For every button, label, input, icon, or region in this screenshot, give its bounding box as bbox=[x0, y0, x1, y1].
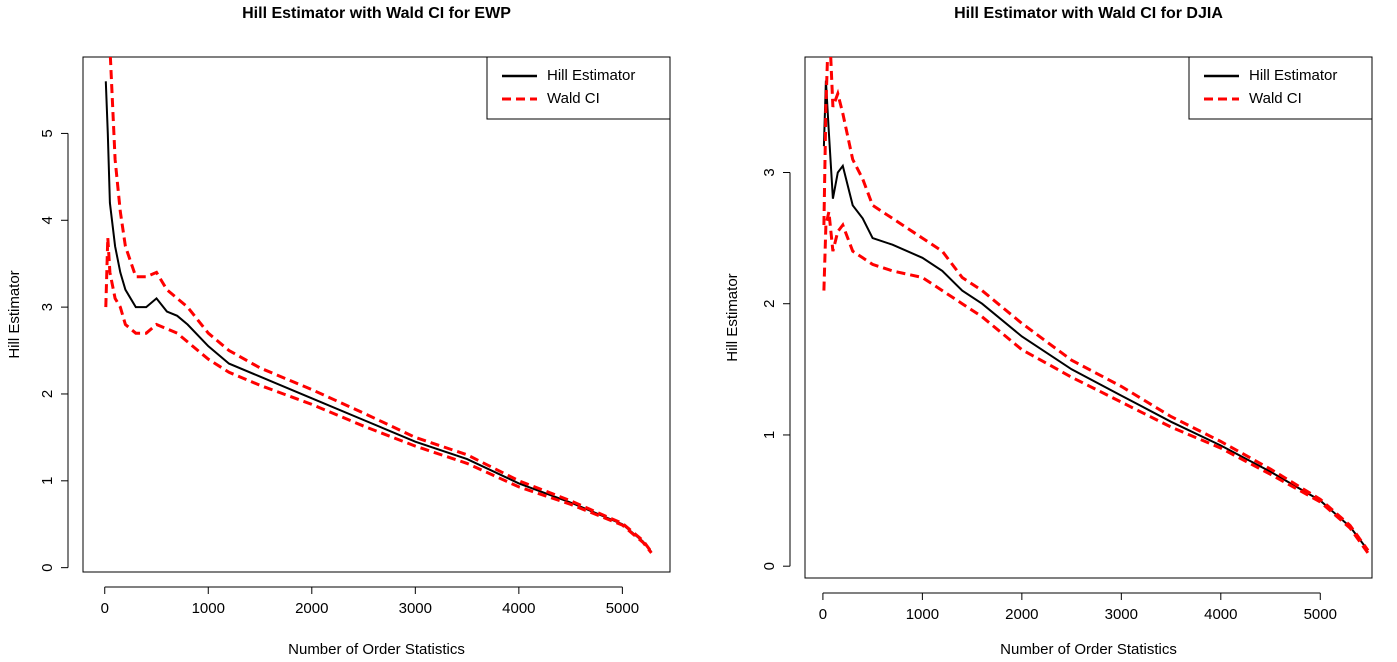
y-tick-label: 1 bbox=[39, 477, 56, 485]
plot-area bbox=[104, 57, 653, 554]
legend-label: Hill Estimator bbox=[1249, 67, 1337, 84]
y-tick-label: 2 bbox=[761, 300, 778, 308]
series-line bbox=[104, 81, 653, 553]
y-tick-label: 5 bbox=[39, 129, 56, 137]
series-line bbox=[822, 80, 1369, 552]
x-axis-label: Number of Order Statistics bbox=[1000, 641, 1177, 658]
x-tick-label: 3000 bbox=[399, 600, 432, 617]
y-tick-label: 0 bbox=[761, 562, 778, 570]
y-tick-label: 3 bbox=[761, 168, 778, 176]
x-tick-label: 5000 bbox=[606, 600, 639, 617]
x-tick-label: 3000 bbox=[1105, 606, 1138, 623]
series-line bbox=[108, 57, 653, 553]
y-tick-label: 3 bbox=[39, 303, 56, 311]
x-tick-label: 1000 bbox=[192, 600, 225, 617]
chart-title: Hill Estimator with Wald CI for EWP bbox=[242, 5, 511, 22]
x-tick-label: 0 bbox=[101, 600, 109, 617]
series-line bbox=[104, 237, 653, 554]
legend-box bbox=[486, 56, 671, 120]
legend-label: Hill Estimator bbox=[547, 67, 635, 84]
x-tick-label: 5000 bbox=[1304, 606, 1337, 623]
chart-title: Hill Estimator with Wald CI for DJIA bbox=[954, 5, 1223, 22]
x-tick-label: 2000 bbox=[295, 600, 328, 617]
legend-label: Wald CI bbox=[547, 90, 600, 107]
x-tick-label: 2000 bbox=[1005, 606, 1038, 623]
y-axis-label: Hill Estimator bbox=[6, 270, 23, 358]
series-line bbox=[822, 57, 1370, 552]
series-line bbox=[822, 211, 1370, 554]
plot-frame bbox=[804, 56, 1373, 579]
y-axis-label: Hill Estimator bbox=[724, 273, 741, 361]
y-tick-label: 0 bbox=[39, 563, 56, 571]
x-tick-label: 1000 bbox=[906, 606, 939, 623]
y-tick-label: 2 bbox=[39, 390, 56, 398]
legend-label: Wald CI bbox=[1249, 90, 1302, 107]
y-tick-label: 1 bbox=[761, 431, 778, 439]
x-tick-label: 4000 bbox=[1204, 606, 1237, 623]
y-tick-label: 4 bbox=[39, 216, 56, 224]
legend-box bbox=[1188, 56, 1373, 120]
x-axis-label: Number of Order Statistics bbox=[288, 641, 465, 658]
x-tick-label: 0 bbox=[819, 606, 827, 623]
plot-frame bbox=[82, 56, 671, 573]
plot-area bbox=[822, 57, 1370, 554]
x-tick-label: 4000 bbox=[502, 600, 535, 617]
